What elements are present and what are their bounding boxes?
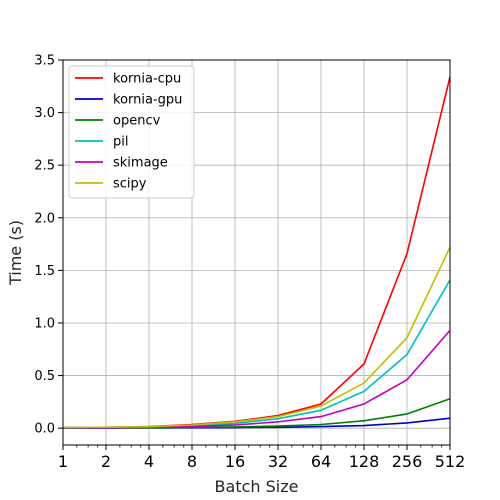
axis-tick-labels: 1 2 4 8 16 32 64 128 256 512 0.0 0.5 1.0 1.5 2.0 2.5 3.0… xyxy=(34,54,465,472)
y-tick-label: 0.0 xyxy=(34,422,55,437)
x-tick-label: 4 xyxy=(144,452,154,471)
legend: kornia-cpu kornia-gpu opencv pil skimage scip… xyxy=(68,65,195,199)
y-tick-label: 2.0 xyxy=(34,211,55,226)
x-tick-label: 128 xyxy=(349,452,380,471)
x-tick-label: 256 xyxy=(392,452,423,471)
legend-entry-label: skimage xyxy=(113,156,168,171)
y-tick-label: 2.5 xyxy=(34,159,55,174)
legend-entry-label: kornia-cpu xyxy=(113,72,181,87)
y-tick-label: 1.5 xyxy=(34,264,55,279)
y-tick-label: 3.0 xyxy=(34,106,55,121)
y-tick-label: 0.5 xyxy=(34,369,55,384)
legend-entry-label: pil xyxy=(113,135,128,150)
x-tick-label: 512 xyxy=(435,452,466,471)
series-line-scipy xyxy=(62,246,451,429)
x-tick-label: 1 xyxy=(58,452,68,471)
x-tick-label: 16 xyxy=(225,452,245,471)
y-tick-label: 1.0 xyxy=(34,316,55,331)
x-axis-label: Batch Size xyxy=(215,477,299,496)
x-tick-label: 8 xyxy=(187,452,197,471)
series-lines xyxy=(62,76,451,429)
x-tick-label: 2 xyxy=(101,452,111,471)
y-tick-label: 3.5 xyxy=(34,54,55,69)
axis-ticks xyxy=(58,59,451,450)
x-tick-label: 32 xyxy=(268,452,288,471)
y-axis-label: Time (s) xyxy=(6,220,25,286)
legend-entry-label: scipy xyxy=(113,177,147,192)
legend-entry-label: opencv xyxy=(113,114,161,129)
series-line-skimage xyxy=(62,329,451,429)
plot-area-frame xyxy=(62,59,451,446)
x-tick-label: 64 xyxy=(311,452,331,471)
legend-entry-label: kornia-gpu xyxy=(113,93,182,108)
